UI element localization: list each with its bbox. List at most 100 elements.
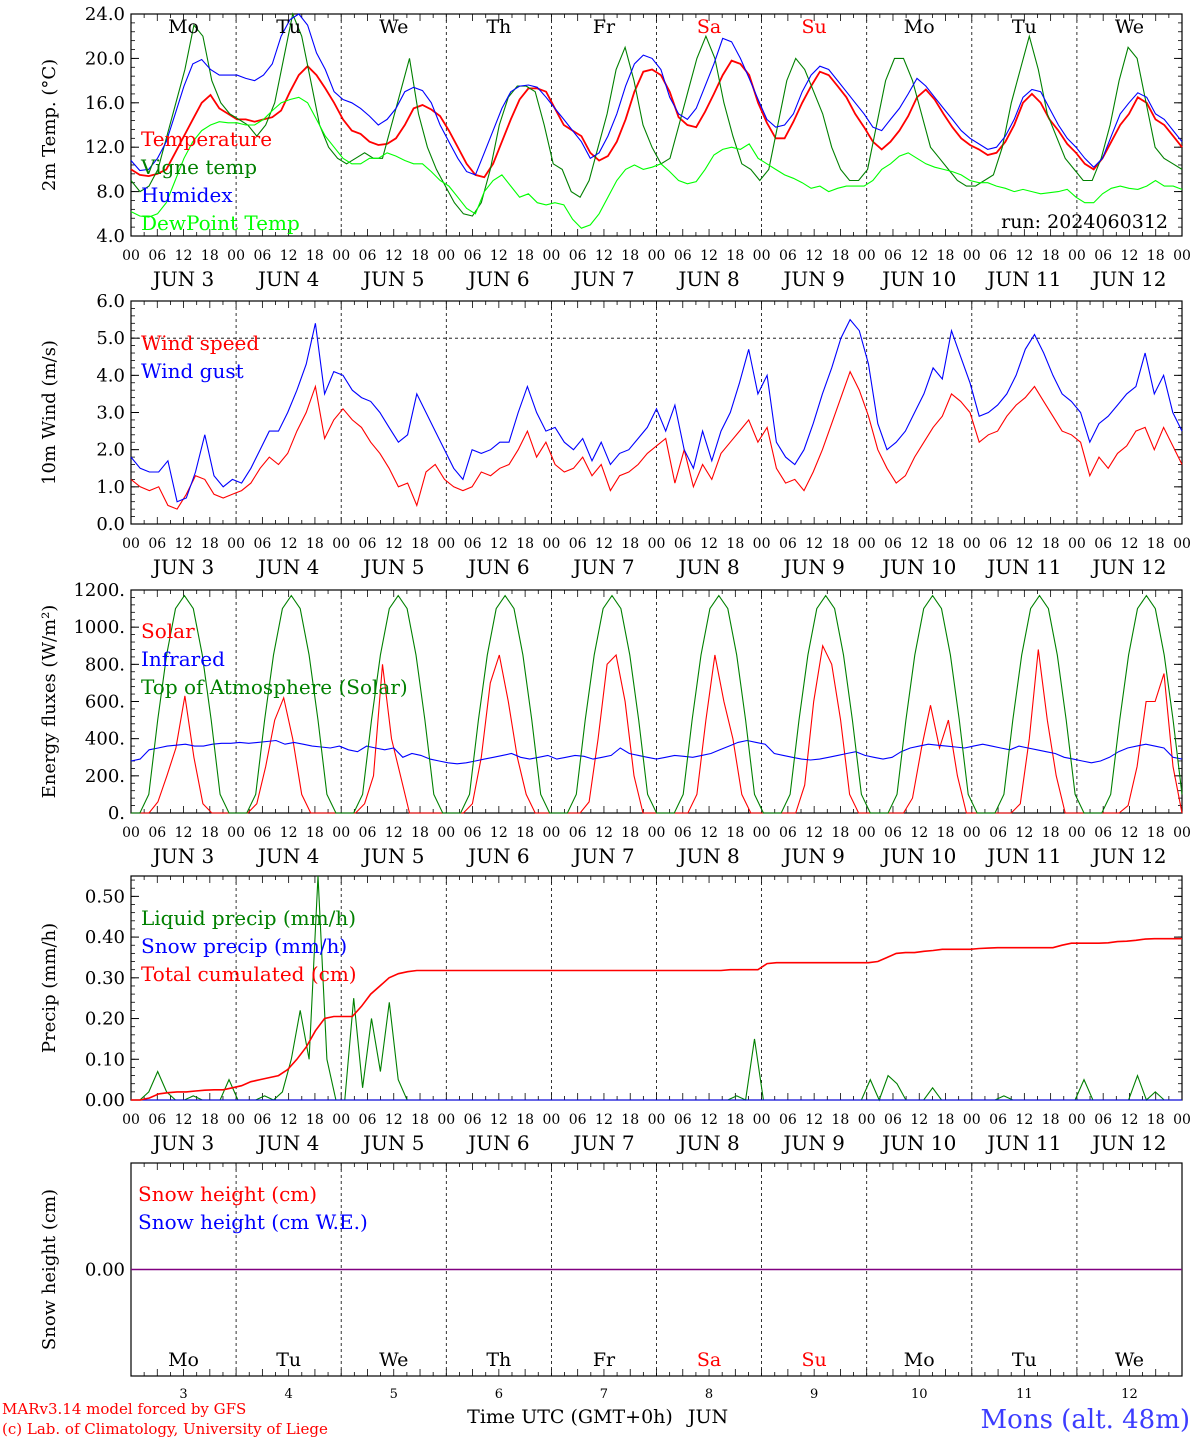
x-day-label: JUN 4 [256,555,319,579]
x-hour-label: 18 [832,1112,850,1128]
y-tick-label: 0.00 [85,1260,125,1281]
x-hour-label: 12 [280,1112,298,1128]
x-hour-label: 12 [175,536,193,552]
x-hour-label: 00 [963,825,981,841]
x-day-label: JUN 8 [676,555,739,579]
x-hour-label: 06 [148,536,166,552]
x-day-label: JUN 3 [151,844,214,868]
x-day-label: JUN 6 [466,555,529,579]
weekday-label: Mo [904,1349,935,1371]
run-label: run: 2024060312 [1001,211,1168,233]
y-tick-label: 16.0 [85,93,125,114]
x-hour-label: 18 [411,536,429,552]
x-hour-label: 00 [332,536,350,552]
x-hour-label: 12 [490,536,508,552]
x-day-label: JUN 4 [256,267,319,291]
x-day-label: JUN 10 [880,1131,956,1155]
x-hour-label: 00 [858,536,876,552]
x-day-label: JUN 3 [151,1131,214,1155]
x-hour-label: 00 [858,1112,876,1128]
x-hour-label: 06 [148,1112,166,1128]
weekday-label: We [1115,1349,1144,1371]
day-number-label: 3 [179,1387,187,1402]
x-hour-label: 00 [963,248,981,264]
panel-5 [130,1162,1183,1377]
x-hour-label: 06 [359,248,377,264]
x-hour-label: 00 [227,1112,245,1128]
weekday-label: We [1115,16,1144,38]
x-hour-label: 00 [753,248,771,264]
x-hour-label: 12 [910,248,928,264]
x-hour-label: 18 [411,248,429,264]
x-hour-label: 00 [1173,248,1191,264]
y-axis-label: Snow height (cm) [39,1189,60,1350]
y-tick-label: 0.50 [85,886,125,907]
x-hour-label: 06 [569,1112,587,1128]
y-tick-label: 600. [85,692,125,713]
weekday-label: Th [486,1349,511,1371]
panel-4 [130,875,1183,1102]
x-hour-label: 18 [1042,1112,1060,1128]
weekday-label: We [379,16,408,38]
x-day-label: JUN 5 [361,267,424,291]
x-hour-label: 18 [306,248,324,264]
x-day-label: JUN 12 [1090,844,1166,868]
x-hour-label: 06 [253,536,271,552]
x-hour-label: 18 [1042,248,1060,264]
y-tick-label: 4.0 [96,365,125,386]
x-hour-label: 06 [569,536,587,552]
x-day-label: JUN 8 [676,267,739,291]
x-hour-label: 00 [1173,1112,1191,1128]
x-hour-label: 18 [832,536,850,552]
x-day-label: JUN 11 [985,555,1061,579]
x-day-label: JUN 7 [571,1131,634,1155]
x-day-label: JUN 4 [256,844,319,868]
y-axis-label: Precip (mm/h) [39,923,60,1053]
series-line-temperature [130,59,1183,179]
y-tick-label: 1.0 [96,477,125,498]
x-hour-label: 18 [306,1112,324,1128]
x-hour-label: 12 [1015,1112,1033,1128]
x-hour-label: 12 [280,825,298,841]
x-hour-label: 18 [516,825,534,841]
x-day-label: JUN 5 [361,555,424,579]
x-hour-label: 06 [674,825,692,841]
x-day-label: JUN 8 [676,844,739,868]
day-number-label: 6 [495,1387,503,1402]
x-hour-label: 12 [805,248,823,264]
x-hour-label: 00 [648,1112,666,1128]
panel-1 [130,12,1183,237]
x-hour-label: 06 [148,248,166,264]
weekday-label: Fr [593,16,616,38]
x-hour-label: 06 [359,825,377,841]
x-hour-label: 00 [542,825,560,841]
x-day-label: JUN 12 [1090,267,1166,291]
y-tick-label: 2.0 [96,440,125,461]
x-hour-label: 12 [175,825,193,841]
x-hour-label: 12 [595,536,613,552]
x-hour-label: 12 [490,1112,508,1128]
series-line-vigne-temp [130,12,1183,217]
x-hour-label: 12 [910,1112,928,1128]
x-day-label: JUN 6 [466,844,529,868]
legend-entry: Snow height (cm W.E.) [138,1210,368,1234]
x-hour-label: 06 [569,825,587,841]
x-day-label: JUN 5 [361,1131,424,1155]
x-hour-label: 12 [280,248,298,264]
x-hour-label: 12 [910,825,928,841]
day-number-label: 4 [285,1387,293,1402]
weekday-label: Th [486,16,511,38]
x-hour-label: 12 [805,825,823,841]
x-hour-label: 18 [411,825,429,841]
y-tick-label: 3.0 [96,403,125,424]
x-day-label: JUN 3 [151,555,214,579]
x-day-label: JUN 8 [676,1131,739,1155]
x-hour-label: 00 [1068,825,1086,841]
x-hour-label: 12 [700,825,718,841]
x-hour-label: 00 [122,536,140,552]
x-hour-label: 18 [201,248,219,264]
x-hour-label: 06 [884,536,902,552]
y-tick-label: 400. [85,729,125,750]
x-hour-label: 00 [122,1112,140,1128]
x-hour-label: 12 [385,1112,403,1128]
